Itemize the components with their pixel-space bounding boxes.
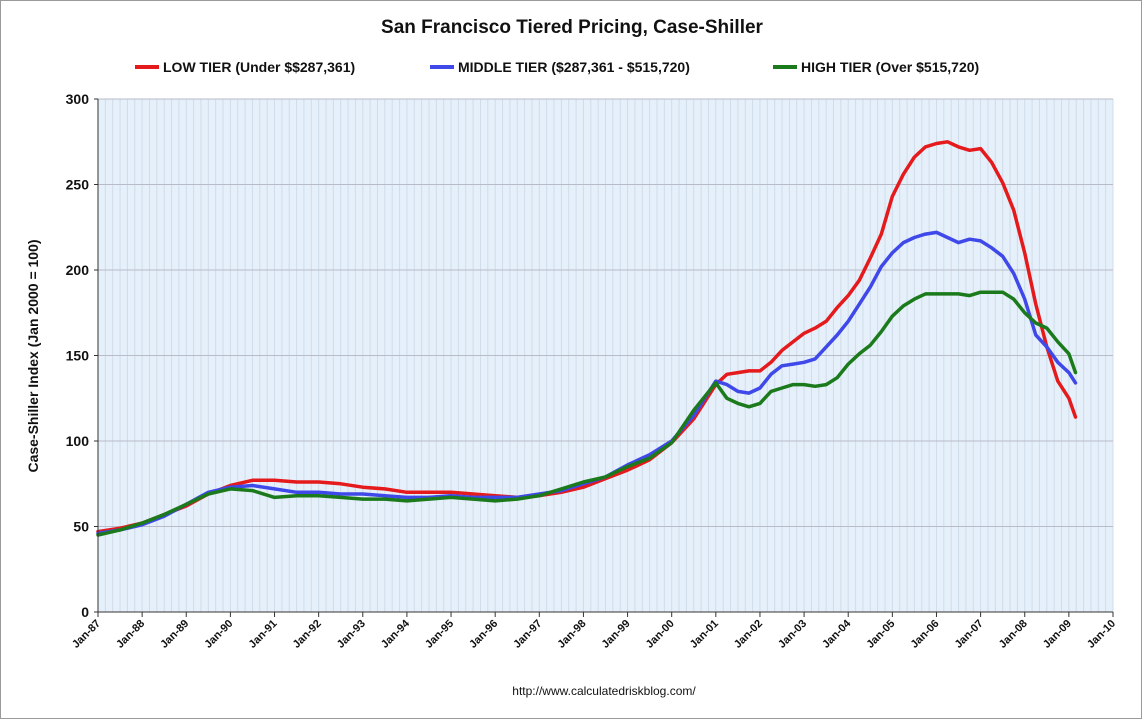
x-tick-label: Jan-87 — [70, 618, 103, 651]
x-tick-label: Jan-01 — [688, 618, 721, 651]
x-tick-label: Jan-06 — [908, 618, 941, 651]
y-tick-labels: 0 50 100 150 200 250 300 — [66, 91, 98, 620]
series-line-0 — [96, 140, 1078, 534]
series-layer — [96, 140, 1078, 537]
horizontal-gridlines — [98, 98, 1113, 527]
x-tick-label: Jan-05 — [864, 618, 897, 651]
x-tick-label: Jan-08 — [997, 618, 1030, 651]
x-tick-label: Jan-90 — [202, 618, 235, 651]
source-url: http://www.calculatedriskblog.com/ — [512, 684, 696, 698]
x-tick-label: Jan-94 — [379, 617, 413, 651]
x-tick-labels: Jan-87 Jan-88 Jan-89 Jan-90 Jan-91 Jan-92 Jan-… — [70, 612, 1118, 651]
x-tick-label: Jan-91 — [247, 618, 280, 651]
chart-title: San Francisco Tiered Pricing, Case-Shill… — [381, 17, 764, 38]
y-tick-label: 150 — [66, 348, 90, 364]
x-tick-label: Jan-99 — [600, 618, 633, 651]
legend: LOW TIER (Under $$287,361) MIDDLE TIER ($… — [135, 59, 979, 75]
x-tick-label: Jan-03 — [776, 618, 809, 651]
y-tick-label: 0 — [81, 604, 89, 620]
y-tick-label: 200 — [66, 262, 90, 278]
x-tick-label: Jan-96 — [467, 618, 500, 651]
legend-label-0: LOW TIER (Under $$287,361) — [163, 59, 355, 75]
x-tick-label: Jan-07 — [953, 618, 986, 651]
x-tick-label: Jan-95 — [423, 618, 456, 651]
x-tick-label: Jan-98 — [555, 618, 588, 651]
x-tick-label: Jan-97 — [511, 618, 544, 651]
y-tick-label: 250 — [66, 177, 90, 193]
y-tick-label: 100 — [66, 433, 90, 449]
legend-label-2: HIGH TIER (Over $515,720) — [801, 59, 979, 75]
y-axis-label: Case-Shiller Index (Jan 2000 = 100) — [25, 239, 41, 472]
x-tick-label: Jan-10 — [1085, 618, 1118, 651]
x-tick-label: Jan-02 — [732, 618, 765, 651]
series-line-1 — [96, 230, 1078, 536]
x-tick-label: Jan-04 — [820, 617, 854, 651]
y-tick-label: 300 — [66, 91, 90, 107]
x-tick-label: Jan-89 — [158, 618, 191, 651]
x-tick-label: Jan-00 — [644, 618, 677, 651]
x-tick-label: Jan-93 — [335, 618, 368, 651]
y-tick-label: 50 — [73, 519, 89, 535]
x-tick-label: Jan-88 — [114, 618, 147, 651]
x-tick-label: Jan-09 — [1041, 618, 1074, 651]
series-line-2 — [96, 290, 1078, 537]
x-tick-label: Jan-92 — [291, 618, 324, 651]
legend-label-1: MIDDLE TIER ($287,361 - $515,720) — [458, 59, 690, 75]
